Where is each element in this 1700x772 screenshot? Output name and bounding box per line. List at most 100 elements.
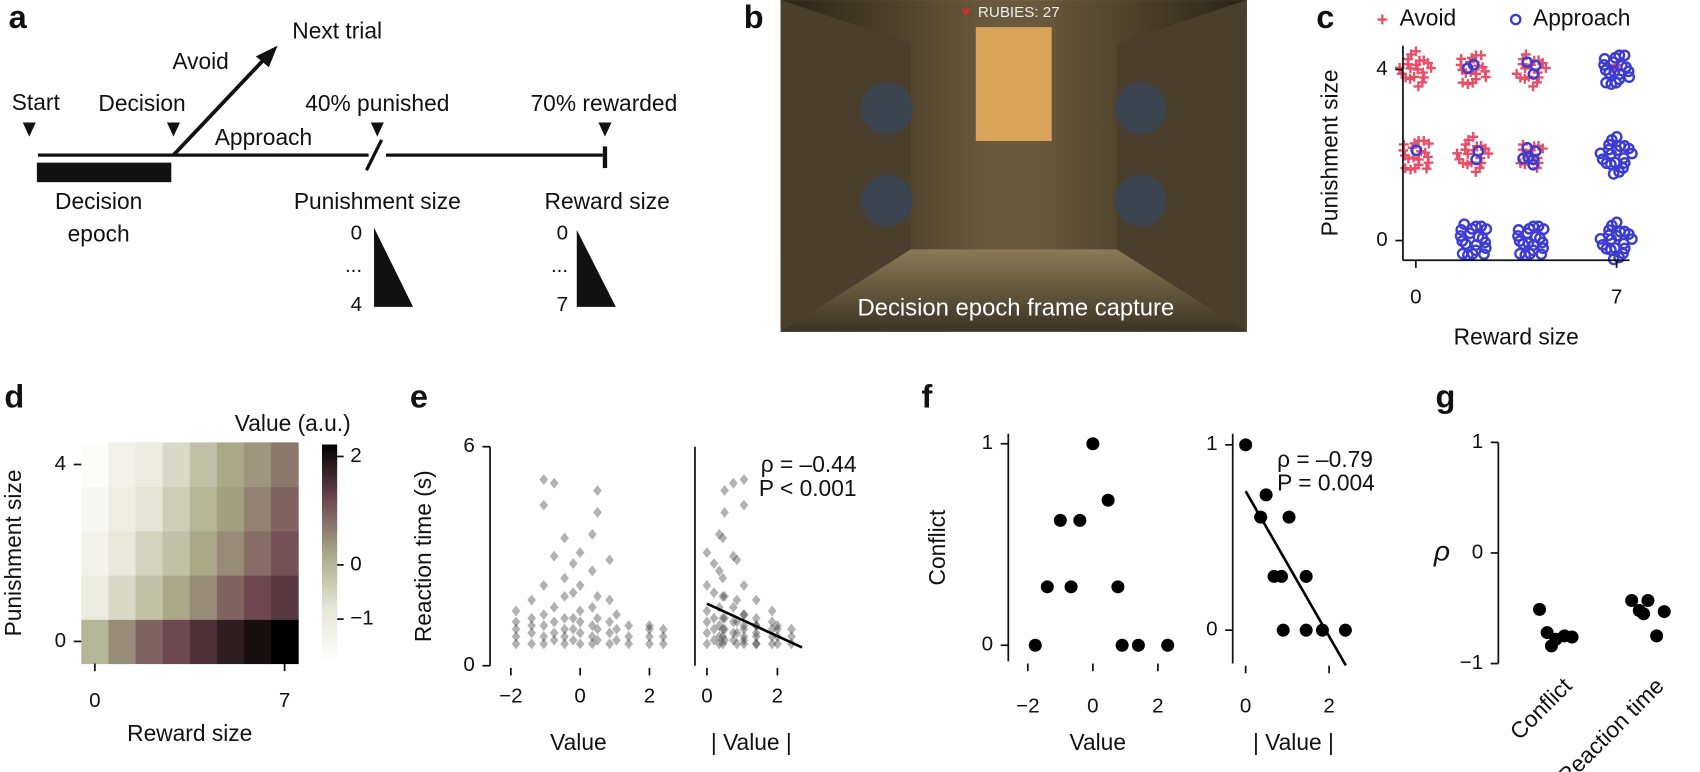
x-axis-label: Value bbox=[1069, 729, 1125, 755]
bomb bbox=[860, 174, 913, 227]
x-axis-label: | Value | bbox=[711, 729, 792, 755]
cell-group bbox=[1398, 135, 1434, 175]
annotation: ρ = –0.44 bbox=[761, 451, 857, 477]
label: Start bbox=[12, 89, 61, 115]
point bbox=[787, 623, 796, 635]
avoid-marker bbox=[1519, 74, 1530, 84]
y-tick-label: 6 bbox=[463, 434, 474, 457]
label: epoch bbox=[68, 220, 130, 246]
point bbox=[645, 620, 654, 631]
point bbox=[624, 631, 633, 642]
heat-cell bbox=[162, 619, 191, 665]
point bbox=[560, 590, 569, 602]
y-tick-label: 1 bbox=[982, 431, 993, 454]
point bbox=[1282, 510, 1296, 524]
point bbox=[1239, 438, 1253, 452]
fit-line bbox=[706, 602, 803, 649]
approach-marker bbox=[1610, 216, 1623, 229]
panel-label: a bbox=[9, 0, 28, 35]
point bbox=[549, 627, 559, 639]
y-tick-label: 0 bbox=[1376, 228, 1387, 251]
panel-label: c bbox=[1316, 0, 1334, 35]
bomb bbox=[860, 82, 913, 135]
avoid-marker bbox=[1410, 163, 1421, 174]
heat-cell bbox=[271, 575, 299, 620]
left-wall bbox=[780, 0, 911, 332]
point bbox=[709, 587, 719, 599]
approach-marker bbox=[1512, 230, 1524, 242]
cell-group bbox=[1410, 144, 1423, 157]
heat-cell bbox=[135, 442, 164, 488]
colorbar-tick-label: −1 bbox=[350, 607, 373, 630]
approach-marker bbox=[1598, 53, 1611, 65]
point bbox=[739, 609, 749, 621]
point bbox=[709, 612, 719, 624]
arrow-head bbox=[255, 45, 278, 68]
heat-cell bbox=[271, 530, 299, 576]
label: Decision bbox=[55, 188, 142, 214]
avoid-marker bbox=[1470, 167, 1481, 177]
heat-cell bbox=[243, 486, 272, 532]
heat-cell bbox=[189, 575, 218, 620]
point bbox=[714, 620, 724, 631]
point bbox=[560, 532, 569, 544]
point bbox=[549, 477, 559, 489]
approach-marker bbox=[1478, 248, 1490, 261]
y-tick-label: 1 bbox=[1472, 430, 1483, 453]
avoid-arrow bbox=[172, 52, 271, 157]
point bbox=[1533, 602, 1547, 616]
x-tick-label: 0 bbox=[574, 685, 585, 708]
avoid-marker bbox=[1480, 72, 1491, 82]
approach-marker bbox=[1623, 71, 1636, 83]
point bbox=[605, 616, 614, 628]
avoid-marker bbox=[1421, 163, 1432, 174]
avoid-marker bbox=[1396, 68, 1407, 79]
avoid-marker bbox=[1411, 46, 1421, 57]
avoid-marker bbox=[1419, 72, 1429, 83]
heat-cell bbox=[162, 575, 191, 620]
floor bbox=[780, 249, 1247, 332]
point bbox=[575, 616, 585, 628]
bomb bbox=[1114, 82, 1167, 135]
avoid-marker bbox=[1454, 154, 1465, 165]
point bbox=[702, 605, 712, 617]
point bbox=[575, 547, 585, 558]
panel-label: e bbox=[410, 379, 428, 415]
cell-group bbox=[1461, 58, 1480, 75]
label: Reward size bbox=[545, 188, 670, 214]
scale-label: 4 bbox=[351, 293, 362, 316]
x-tick-label: 0 bbox=[89, 689, 100, 712]
y-tick-label: 0 bbox=[55, 629, 66, 652]
point bbox=[1565, 630, 1579, 644]
scale-label: ... bbox=[551, 254, 568, 277]
approach-marker bbox=[1479, 242, 1492, 255]
approach-marker bbox=[1521, 56, 1534, 69]
x-axis-label: Reward size bbox=[1454, 323, 1579, 349]
point bbox=[560, 612, 569, 624]
heat-cell bbox=[135, 530, 164, 576]
scale-label: ... bbox=[345, 254, 362, 277]
cell-group bbox=[1470, 145, 1485, 166]
heat-cell bbox=[243, 575, 272, 620]
heat-cell bbox=[216, 619, 245, 665]
point bbox=[624, 620, 633, 631]
heat-cell bbox=[108, 442, 137, 488]
approach-marker bbox=[1455, 224, 1468, 236]
avoid-marker bbox=[1452, 148, 1462, 159]
y-axis-label: ρ bbox=[1433, 534, 1450, 566]
point bbox=[1544, 639, 1558, 653]
approach-marker bbox=[1618, 242, 1631, 255]
x-tick-label: 2 bbox=[772, 685, 783, 708]
point bbox=[539, 474, 549, 485]
heat-cell bbox=[162, 486, 191, 532]
heat-cell bbox=[108, 486, 137, 532]
colorbar-label: Value (a.u.) bbox=[235, 410, 351, 436]
scale-label: 0 bbox=[351, 222, 362, 245]
door bbox=[975, 27, 1052, 141]
point bbox=[568, 558, 578, 569]
x-tick-label: 7 bbox=[1611, 286, 1622, 309]
point bbox=[549, 601, 559, 613]
label: Decision bbox=[98, 90, 185, 116]
approach-marker bbox=[1470, 220, 1482, 233]
heat-cell bbox=[81, 619, 109, 665]
